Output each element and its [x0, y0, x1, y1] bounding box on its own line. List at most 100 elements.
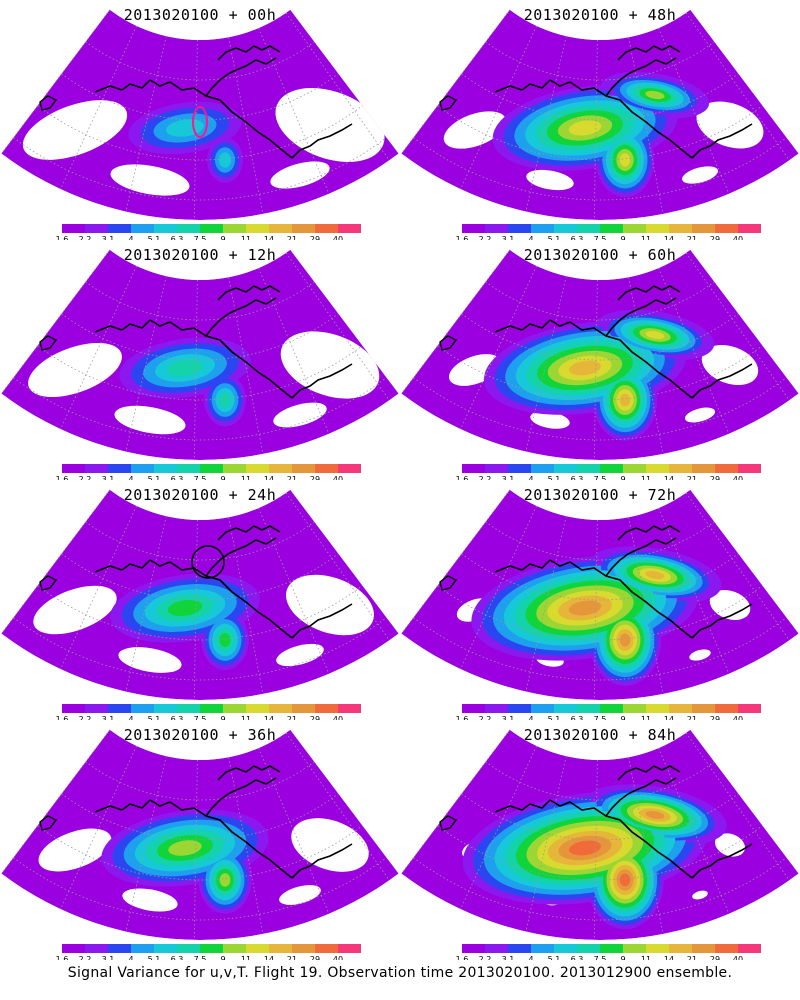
colorbar-cell: [554, 464, 577, 473]
panel-title: 2013020100 + 24h: [123, 486, 277, 504]
map-panel: 2013020100 + 48h 1.6 2.2 3.1 4 5.1 6.3 7.5 9 11 14…: [400, 0, 800, 240]
colorbar-tick-label: 11: [641, 475, 651, 480]
colorbar-tick-label: 14: [664, 475, 674, 480]
colorbar-cell: [531, 464, 554, 473]
colorbar-cell: [508, 464, 531, 473]
colorbar-cell: [269, 464, 292, 473]
colorbar-cell: [669, 704, 692, 713]
colorbar-tick-label: 1.6: [456, 475, 469, 480]
colorbar-cell: [154, 944, 177, 953]
colorbar-cell: [200, 464, 223, 473]
colorbar-cell: [177, 464, 200, 473]
colorbar-tick-label: 29: [710, 475, 720, 480]
colorbar-tick-label: 4: [528, 715, 533, 720]
colorbar-cell: [462, 704, 485, 713]
colorbar-cell: [577, 464, 600, 473]
colorbar-tick-label: 40: [733, 715, 743, 720]
variance-map: 1.6 2.2 3.1 4 5.1 6.3 7.5 9 11 14 21 29 40: [1, 9, 399, 240]
colorbar-tick-label: 7.5: [594, 235, 607, 240]
colorbar-cell: [485, 464, 508, 473]
colorbar-tick-label: 3.1: [502, 955, 515, 960]
colorbar-tick-label: 29: [310, 715, 320, 720]
colorbar-tick-label: 21: [687, 715, 697, 720]
colorbar-tick-label: 1.6: [56, 475, 69, 480]
colorbar-tick-label: 7.5: [194, 235, 207, 240]
colorbar-tick-label: 6.3: [171, 715, 184, 720]
colorbar-cell: [269, 944, 292, 953]
colorbar-cell: [600, 464, 623, 473]
colorbar-tick-label: 2.2: [479, 715, 492, 720]
panel-title: 2013020100 + 84h: [523, 726, 677, 744]
colorbar-tick-label: 2.2: [79, 955, 92, 960]
colorbar-tick-label: 6.3: [171, 235, 184, 240]
colorbar-tick-label: 3.1: [102, 715, 115, 720]
colorbar-tick-label: 5.1: [148, 235, 161, 240]
colorbar-tick-label: 4: [528, 955, 533, 960]
colorbar-tick-label: 3.1: [102, 475, 115, 480]
colorbar-cell: [62, 704, 85, 713]
colorbar-cell: [246, 224, 269, 233]
colorbar-cell: [338, 704, 361, 713]
colorbar-tick-label: 11: [241, 955, 251, 960]
colorbar-cell: [669, 464, 692, 473]
colorbar-cell: [600, 704, 623, 713]
colorbar-cell: [531, 704, 554, 713]
colorbar-tick-label: 29: [710, 715, 720, 720]
colorbar-tick-label: 1.6: [56, 715, 69, 720]
colorbar-tick-label: 7.5: [594, 715, 607, 720]
colorbar-tick-label: 6.3: [571, 715, 584, 720]
colorbar-tick-label: 4: [528, 235, 533, 240]
colorbar-cell: [715, 224, 738, 233]
colorbar-tick-label: 9: [220, 955, 225, 960]
colorbar-cell: [85, 944, 108, 953]
colorbar-tick-label: 5.1: [148, 715, 161, 720]
panel-title: 2013020100 + 72h: [523, 486, 677, 504]
colorbar-tick-label: 11: [641, 235, 651, 240]
colorbar-tick-label: 3.1: [102, 955, 115, 960]
colorbar-cell: [246, 944, 269, 953]
colorbar-cell: [292, 224, 315, 233]
colorbar-tick-label: 14: [664, 235, 674, 240]
colorbar-cell: [738, 224, 761, 233]
colorbar-cell: [62, 464, 85, 473]
colorbar-tick-label: 6.3: [571, 475, 584, 480]
colorbar-cell: [131, 944, 154, 953]
colorbar-cell: [200, 224, 223, 233]
colorbar-cell: [738, 944, 761, 953]
colorbar-tick-label: 40: [733, 235, 743, 240]
colorbar-cell: [462, 464, 485, 473]
colorbar-tick-label: 14: [264, 955, 274, 960]
colorbar-tick-label: 5.1: [548, 235, 561, 240]
variance-map: 1.6 2.2 3.1 4 5.1 6.3 7.5 9 11 14 21 29 40: [1, 249, 399, 480]
colorbar-cell: [177, 704, 200, 713]
colorbar-tick-label: 1.6: [56, 955, 69, 960]
map-panel: 2013020100 + 00h 1.6 2.2 3.1 4 5.1 6.3 7.5 9 11 14…: [0, 0, 400, 240]
colorbar-cell: [62, 224, 85, 233]
colorbar-tick-label: 1.6: [456, 235, 469, 240]
colorbar-cell: [646, 464, 669, 473]
colorbar-tick-label: 4: [128, 235, 133, 240]
colorbar-cell: [577, 704, 600, 713]
colorbar-cell: [531, 944, 554, 953]
colorbar-tick-label: 29: [310, 475, 320, 480]
colorbar-tick-label: 40: [333, 955, 343, 960]
colorbar-tick-label: 5.1: [148, 955, 161, 960]
colorbar-cell: [223, 944, 246, 953]
colorbar-tick-label: 9: [220, 475, 225, 480]
map-panel: 2013020100 + 60h 1.6 2.2 3.1 4 5.1 6.3 7.5 9 11 14…: [400, 240, 800, 480]
colorbar-cell: [338, 944, 361, 953]
colorbar-cell: [85, 224, 108, 233]
colorbar-tick-label: 1.6: [456, 955, 469, 960]
colorbar-tick-label: 2.2: [79, 715, 92, 720]
colorbar-cell: [177, 224, 200, 233]
colorbar-cell: [738, 464, 761, 473]
map-panel: 2013020100 + 36h 1.6 2.2 3.1 4 5.1 6.3 7.5 9 11 14…: [0, 720, 400, 960]
colorbar-tick-label: 4: [128, 715, 133, 720]
colorbar-tick-label: 40: [333, 715, 343, 720]
colorbar-cell: [85, 464, 108, 473]
colorbar-cell: [600, 944, 623, 953]
colorbar-cell: [623, 224, 646, 233]
colorbar-cell: [692, 704, 715, 713]
colorbar-tick-label: 40: [733, 955, 743, 960]
colorbar-cell: [646, 944, 669, 953]
